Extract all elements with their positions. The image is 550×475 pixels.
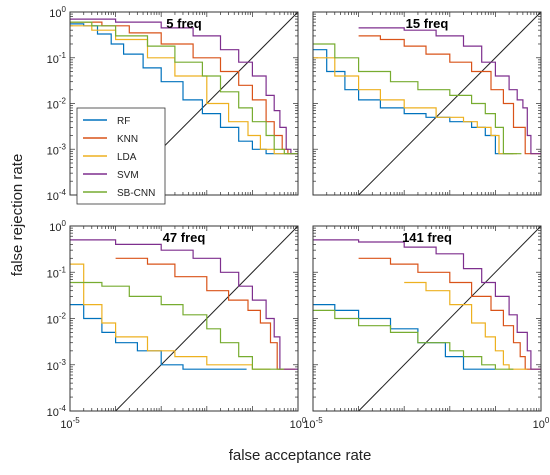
series-line-knn (115, 257, 296, 370)
series-line-knn (358, 35, 541, 155)
chart-panel-4: 141 freq 10-5 100 (303, 225, 550, 431)
legend-label: LDA (117, 152, 137, 163)
plot-frame (69, 225, 299, 412)
x-axis-label: false acceptance rate (229, 447, 372, 464)
chart-panel-1: 5 freq 100 10-1 10-2 10-3 10-4 RF KNN LDA SVM SB-C… (47, 5, 299, 205)
panel-title: 47 freq (163, 230, 206, 245)
series-line-sb-cnn (313, 309, 514, 370)
series-line-sb-cnn (70, 21, 298, 155)
plot-frame (312, 11, 542, 196)
y-tick-label: 10-3 (47, 358, 67, 373)
panel-title: 5 freq (166, 16, 201, 31)
y-tick-label: 10-3 (47, 142, 67, 157)
diagonal-line (358, 11, 542, 196)
y-tick-label: 100 (49, 5, 66, 20)
y-tick-label: 100 (49, 219, 66, 234)
legend-label: KNN (117, 134, 138, 145)
series-line-rf (70, 304, 247, 370)
x-tick-label: 100 (533, 416, 550, 431)
legend-label: SVM (117, 170, 139, 181)
panel-title: 15 freq (406, 16, 449, 31)
y-tick-label: 10-1 (47, 265, 67, 280)
x-tick-label: 100 (290, 416, 307, 431)
legend: RF KNN LDA SVM SB-CNN (76, 107, 166, 205)
series-line-knn (358, 257, 541, 370)
series-line-svm (70, 18, 298, 155)
x-tick-label: 10-5 (303, 416, 323, 431)
legend-label: RF (117, 116, 130, 127)
series-line-knn (70, 21, 298, 155)
plot-area (70, 226, 298, 411)
y-tick-label: 10-4 (47, 404, 67, 419)
series-line-rf (70, 23, 298, 155)
chart-panel-2: 15 freq (312, 11, 542, 196)
series-line-lda (404, 281, 528, 370)
y-axis-label: false rejection rate (9, 154, 26, 277)
series-line-rf (313, 304, 496, 370)
y-tick-label: 10-2 (47, 312, 67, 327)
series-line-svm (70, 239, 298, 370)
panel-title: 141 freq (402, 230, 452, 245)
y-tick-label: 10-4 (47, 188, 67, 203)
y-tick-label: 10-2 (47, 97, 67, 112)
plot-frame (312, 225, 542, 412)
series-line-sb-cnn (313, 43, 522, 155)
diagonal-line (358, 225, 542, 412)
plot-frame (69, 11, 299, 196)
series-line-lda (70, 263, 271, 370)
series-line-svm (358, 27, 541, 155)
y-tick-label: 10-1 (47, 51, 67, 66)
legend-label: SB-CNN (117, 188, 155, 199)
series-line-rf (313, 49, 514, 155)
chart-panel-3: 47 freq 100 10-1 10-2 10-3 10-410-5 100 (47, 219, 307, 431)
series-line-sb-cnn (70, 281, 285, 370)
series-line-lda (313, 57, 517, 155)
x-tick-label: 10-5 (60, 416, 80, 431)
series-line-svm (313, 239, 541, 370)
